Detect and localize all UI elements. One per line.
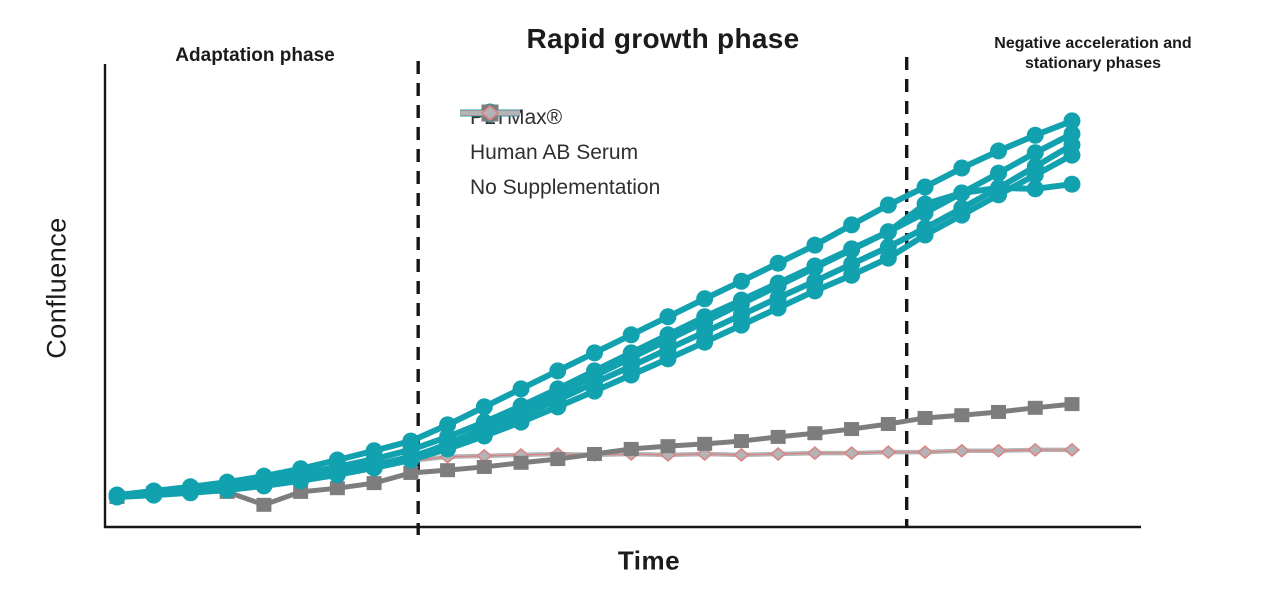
nosupp-line-diamond-marker-icon bbox=[460, 105, 520, 121]
legend: PLTMax® Human AB Serum No Supplementatio… bbox=[458, 100, 660, 205]
legend-item-no-supplementation: No Supplementation bbox=[458, 105, 661, 205]
series-human-ab-serum bbox=[109, 397, 1080, 512]
series-pltmax- bbox=[108, 112, 1081, 504]
y-axis-label: Confluence bbox=[41, 217, 72, 359]
phase-label-negative-line2: stationary phases bbox=[1024, 55, 1162, 72]
phase-label-adaptation: Adaptation phase bbox=[175, 45, 335, 66]
legend-label-human-ab-serum: Human AB Serum bbox=[470, 140, 639, 164]
x-axis-label: Time bbox=[617, 545, 681, 576]
legend-label-no-supplementation: No Supplementation bbox=[470, 175, 661, 199]
legend-item-human-ab-serum: Human AB Serum bbox=[458, 104, 660, 170]
series-pltmax- bbox=[108, 136, 1081, 505]
phase-label-negative-line1: Negative acceleration and bbox=[994, 35, 1192, 52]
series-pltmax- bbox=[108, 125, 1081, 504]
phase-label-rapid-growth: Rapid growth phase bbox=[526, 23, 800, 54]
phase-label-negative-acceleration: Negative acceleration and stationary pha… bbox=[994, 34, 1191, 74]
